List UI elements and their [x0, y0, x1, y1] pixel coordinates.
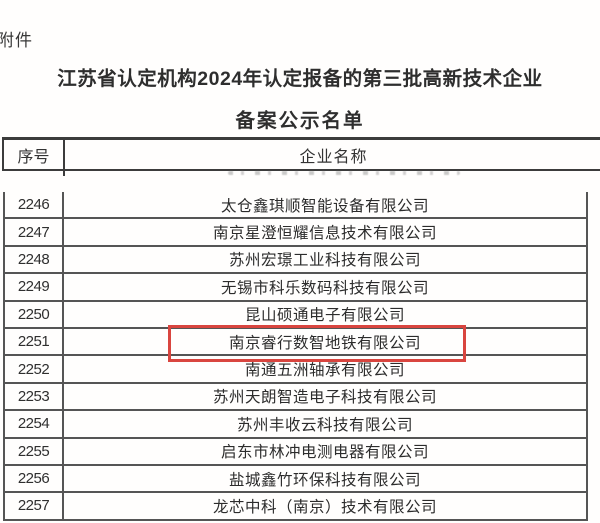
row-serial: 2253	[5, 383, 64, 410]
table-row: 2246 太仓鑫琪顺智能设备有限公司	[5, 192, 586, 220]
table-row: 2256 盐城鑫竹环保科技有限公司	[5, 465, 586, 494]
row-serial: 2256	[5, 465, 64, 492]
attachment-label: 附件	[0, 31, 33, 50]
table-row: 2251 南京睿行数智地铁有限公司	[5, 324, 586, 362]
table-header-row: 序号 企业名称	[2, 137, 600, 171]
row-serial: 2255	[5, 438, 64, 464]
row-serial: 2247	[5, 219, 64, 245]
column-divider-tail	[63, 166, 65, 176]
table-row: 2249 无锡市科乐数码科技有限公司	[5, 274, 586, 302]
row-company-name: 南京睿行数智地铁有限公司	[228, 334, 421, 352]
row-serial: 2251	[5, 328, 64, 355]
cropped-text-artifact	[228, 171, 460, 175]
table-row: 2254 苏州丰收云科技有限公司	[5, 411, 586, 439]
document-title-line1: 江苏省认定机构2024年认定报备的第三批高新技术企业	[57, 68, 543, 90]
table-row: 2257 龙芯中科（南京）技术有限公司	[5, 493, 586, 521]
row-serial: 2248	[5, 246, 64, 273]
row-serial: 2252	[5, 356, 64, 382]
table-row: 2253 苏州天朗智造电子科技有限公司	[5, 383, 586, 412]
table-row: 2250 昆山硕通电子有限公司	[5, 301, 586, 329]
row-company-name: 南通五洲轴承有限公司	[244, 362, 405, 380]
row-company-name: 苏州丰收云科技有限公司	[236, 416, 413, 434]
table-row: 2255 启东市林冲电测电器有限公司	[5, 438, 586, 466]
row-serial: 2257	[5, 493, 64, 519]
row-company-name: 无锡市科乐数码科技有限公司	[220, 279, 429, 297]
table-row: 2247 南京星澄恒耀信息技术有限公司	[5, 219, 586, 247]
column-header-serial: 序号	[4, 140, 65, 169]
table-row: 2248 苏州宏璟工业科技有限公司	[5, 246, 586, 275]
row-serial: 2249	[5, 274, 64, 300]
row-company-name: 太仓鑫琪顺智能设备有限公司	[220, 197, 429, 215]
row-company-name: 昆山硕通电子有限公司	[244, 307, 405, 325]
row-company-name: 南京星澄恒耀信息技术有限公司	[212, 225, 437, 243]
row-company-name: 启东市林冲电测电器有限公司	[220, 444, 429, 462]
row-company-name: 龙芯中科（南京）技术有限公司	[212, 498, 437, 516]
document-title-line2: 备案公示名单	[235, 110, 365, 132]
row-company-name: 苏州天朗智造电子科技有限公司	[212, 389, 437, 407]
row-company-name: 盐城鑫竹环保科技有限公司	[228, 471, 421, 489]
row-company-name: 苏州宏璟工业科技有限公司	[228, 252, 421, 270]
row-serial: 2246	[5, 192, 64, 218]
row-serial: 2254	[5, 411, 64, 437]
table-row: 2252 南通五洲轴承有限公司	[5, 356, 586, 384]
table-body: 2246 太仓鑫琪顺智能设备有限公司 2247 南京星澄恒耀信息技术有限公司 2…	[3, 192, 588, 521]
row-serial: 2250	[5, 301, 64, 327]
column-header-company: 企业名称	[299, 148, 368, 166]
